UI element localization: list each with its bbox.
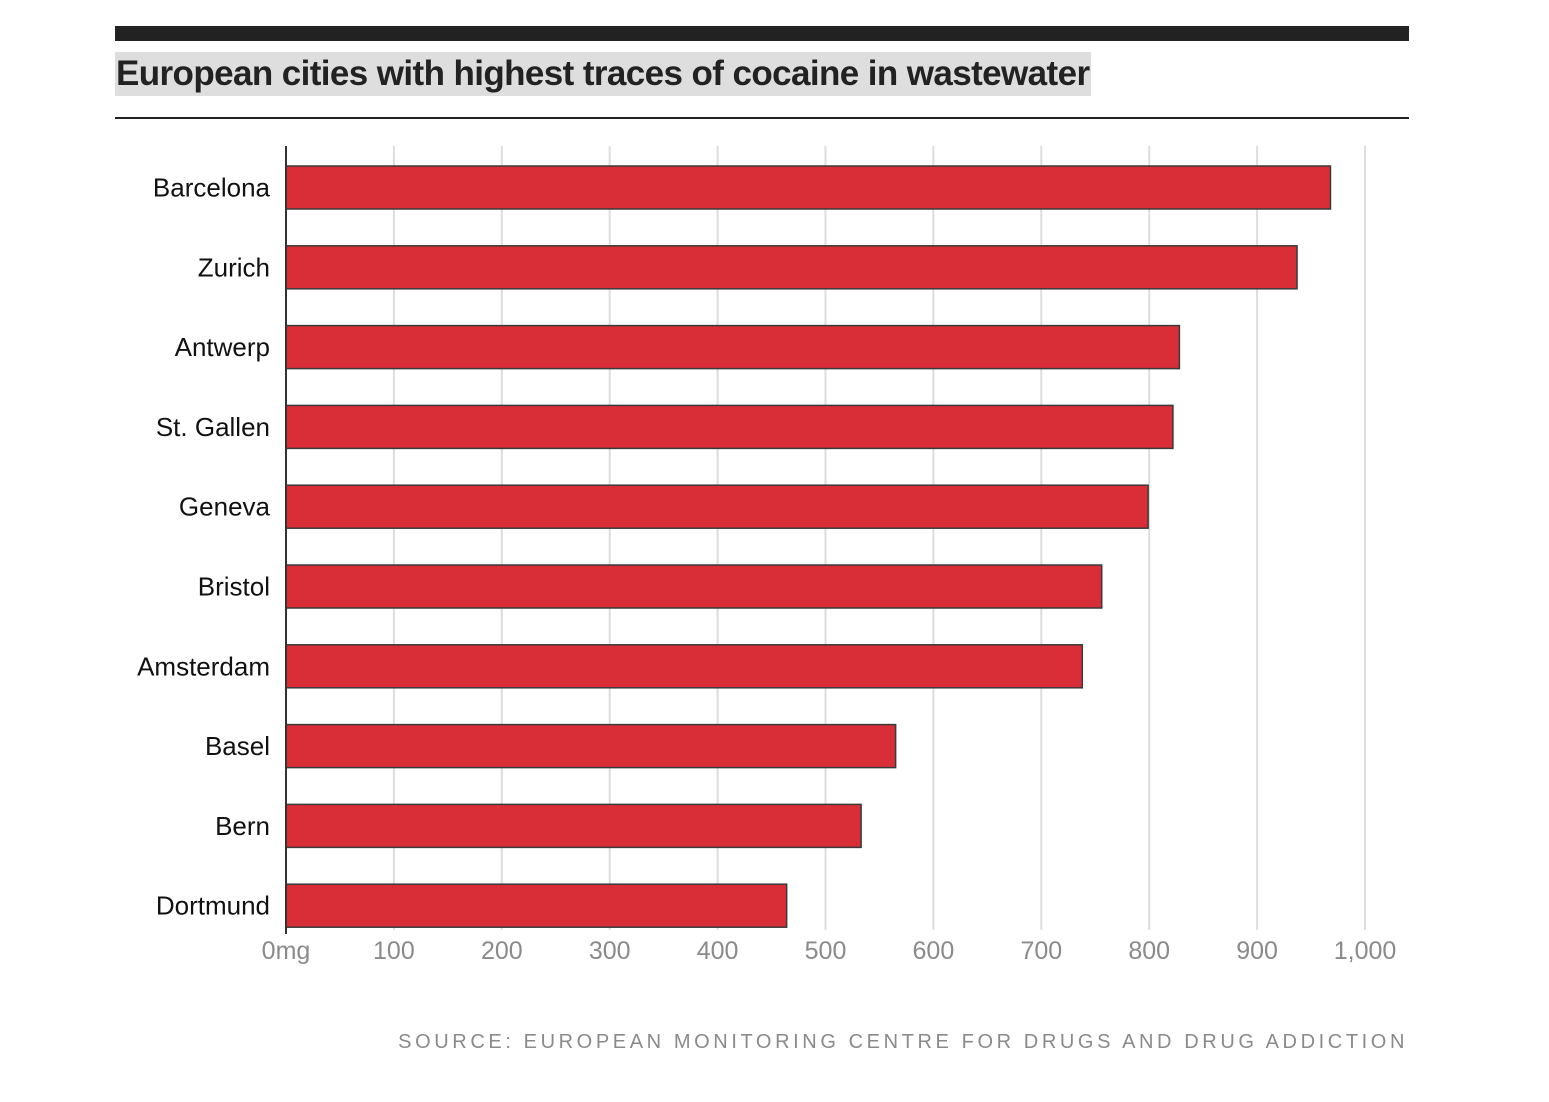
category-label: St. Gallen <box>156 412 270 442</box>
category-label: Amsterdam <box>137 651 270 681</box>
bar <box>285 484 1149 529</box>
category-label: Barcelona <box>153 173 271 203</box>
x-tick-label: 1,000 <box>1334 937 1397 965</box>
x-tick-label: 400 <box>697 937 739 965</box>
category-label: Dortmund <box>156 891 270 921</box>
x-tick-label: 0mg <box>262 937 311 965</box>
bar <box>285 404 1174 450</box>
x-tick-label: 700 <box>1020 937 1062 965</box>
bar <box>285 245 1298 290</box>
x-tick-label: 200 <box>481 937 523 965</box>
bars <box>285 165 1332 928</box>
category-label: Bristol <box>198 572 270 602</box>
category-label: Zurich <box>198 252 270 282</box>
labels: Barcelona Zurich Antwerp St. Gallen Geneva Br… <box>137 173 1396 966</box>
x-tick-label: 300 <box>589 937 631 965</box>
x-tick-label: 900 <box>1236 937 1278 965</box>
bar <box>285 324 1181 370</box>
category-label: Geneva <box>179 492 271 522</box>
category-label: Antwerp <box>175 332 270 362</box>
top-rule <box>115 26 1409 41</box>
category-label: Basel <box>205 731 270 761</box>
bar <box>285 165 1332 210</box>
chart-title: European cities with highest traces of c… <box>115 52 1092 96</box>
bar <box>285 564 1103 609</box>
x-tick-label: 600 <box>913 937 955 965</box>
category-label: Bern <box>215 811 270 841</box>
bar <box>285 644 1084 689</box>
bar <box>285 883 788 928</box>
bar <box>285 803 862 849</box>
x-tick-label: 800 <box>1128 937 1170 965</box>
bar <box>285 723 897 769</box>
x-tick-label: 500 <box>805 937 847 965</box>
source-note: SOURCE: EUROPEAN MONITORING CENTRE FOR D… <box>398 1031 1408 1053</box>
x-tick-label: 100 <box>373 937 415 965</box>
title-rule <box>115 117 1409 119</box>
